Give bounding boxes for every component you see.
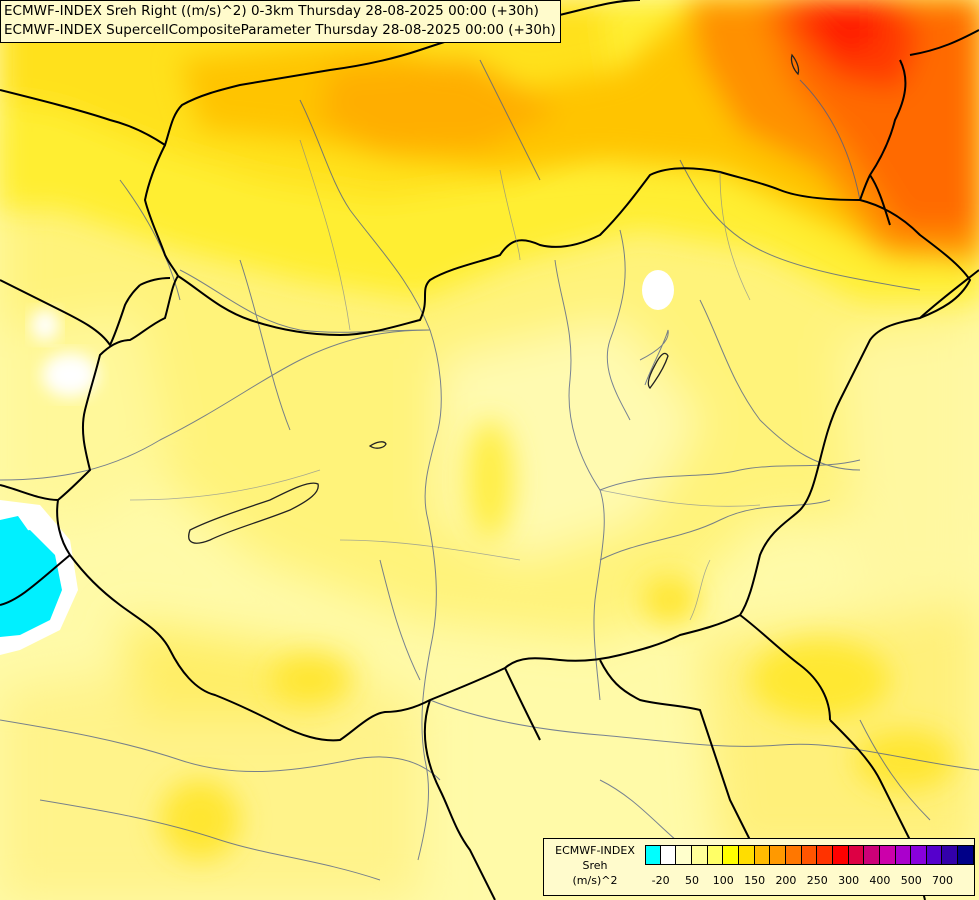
legend-swatch (691, 845, 708, 865)
legend-swatch (645, 845, 661, 865)
legend-swatch (911, 845, 927, 865)
admin-boundaries (129, 139, 761, 621)
legend-unit-label: (m/s)^2 (572, 874, 618, 887)
legend-swatch (832, 845, 849, 865)
legend-tick-label: 500 (900, 874, 922, 887)
legend-swatch (707, 845, 724, 865)
legend-swatch (785, 845, 802, 865)
map-title-box: ECMWF-INDEX Sreh Right ((m/s)^2) 0-3km T… (0, 0, 561, 43)
legend-swatch (754, 845, 771, 865)
lakes (188, 53, 800, 544)
legend-swatch (770, 845, 786, 865)
legend-swatch (801, 845, 818, 865)
legend-swatch (958, 845, 974, 865)
legend-swatch (660, 845, 677, 865)
legend-tick-label: 50 (684, 874, 699, 887)
legend-tick-label: 400 (869, 874, 891, 887)
legend-tick-label: 300 (838, 874, 860, 887)
legend-tick-label: 700 (932, 874, 954, 887)
legend-tick-labels: -20 50 100 150 200 250 300 400 500 700 (645, 874, 975, 890)
legend-swatch (817, 845, 833, 865)
legend-swatch (864, 845, 880, 865)
legend-model-label: ECMWF-INDEX (555, 844, 635, 857)
legend-title: ECMWF-INDEX Sreh (m/s)^2 (548, 843, 642, 888)
legend-parameter-label: Sreh (582, 859, 608, 872)
legend-swatch (926, 845, 943, 865)
legend-tick-label: 250 (806, 874, 828, 887)
border-hungary (56, 167, 972, 742)
legend-swatch (676, 845, 692, 865)
legend-swatch (848, 845, 865, 865)
color-legend: ECMWF-INDEX Sreh (m/s)^2 -20 50 100 150 200 2… (543, 838, 975, 896)
legend-color-bar (645, 845, 974, 865)
sreh-field-high (180, 0, 979, 260)
legend-swatch (942, 845, 959, 865)
legend-tick-label: 200 (775, 874, 797, 887)
rivers (0, 59, 979, 881)
legend-swatch (879, 845, 896, 865)
legend-tick-label: -20 (651, 874, 670, 887)
legend-tick-label: 150 (744, 874, 766, 887)
legend-swatch (723, 845, 739, 865)
legend-swatch (738, 845, 755, 865)
legend-swatch (895, 845, 912, 865)
title-line-scp: ECMWF-INDEX SupercellCompositeParameter … (4, 22, 556, 38)
title-line-sreh: ECMWF-INDEX Sreh Right ((m/s)^2) 0-3km T… (4, 3, 539, 19)
sreh-field-negative (0, 270, 674, 655)
legend-tick-label: 100 (712, 874, 734, 887)
